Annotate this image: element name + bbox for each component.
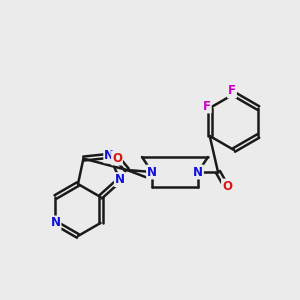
Text: N: N bbox=[193, 166, 203, 178]
Text: F: F bbox=[228, 85, 236, 98]
Text: O: O bbox=[112, 152, 122, 164]
Text: N: N bbox=[147, 166, 157, 178]
Text: F: F bbox=[203, 100, 211, 112]
Text: N: N bbox=[115, 173, 125, 186]
Text: N: N bbox=[104, 149, 114, 162]
Text: N: N bbox=[50, 217, 61, 230]
Text: O: O bbox=[222, 179, 232, 193]
